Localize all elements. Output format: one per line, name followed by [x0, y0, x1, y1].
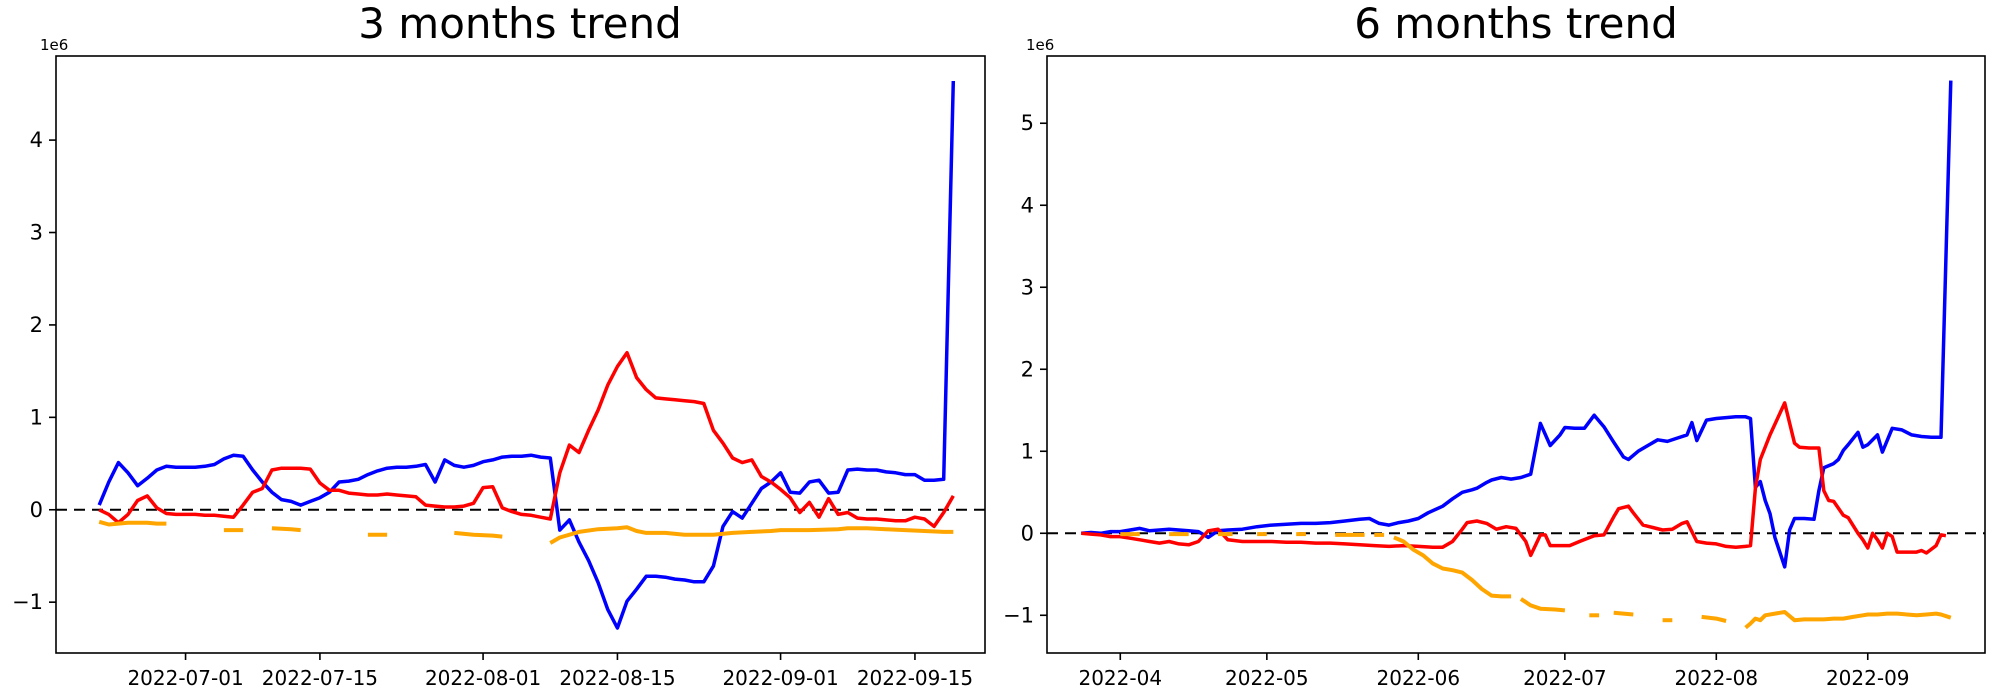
series-orange-line-seg13 — [1744, 610, 1952, 630]
x-tick-label: 2022-07 — [1523, 666, 1607, 690]
series-red-line — [1081, 401, 1947, 558]
x-tick-label: 2022-08 — [1675, 666, 1759, 690]
series-orange-line-seg7 — [1393, 535, 1512, 599]
y-tick-label: 5 — [1021, 111, 1034, 135]
axes-spines — [55, 55, 986, 654]
series-blue-line — [1081, 80, 1953, 569]
axes-spines — [1046, 55, 1986, 654]
x-tick-label: 2022-08-15 — [559, 666, 675, 690]
y-tick-label: −1 — [12, 590, 43, 614]
chart-1: 2022-04 2022-05 2022-06 2022-07 2022-08 2022-… — [1003, 55, 1986, 690]
x-tick-label: 2022-05 — [1225, 666, 1309, 690]
x-tick-label: 2022-09-01 — [722, 666, 838, 690]
x-tick-label: 2022-07-01 — [127, 666, 243, 690]
y-tick-label: 3 — [1021, 275, 1034, 299]
series-orange-line-seg5 — [549, 525, 954, 545]
x-tick-label: 2022-07-15 — [262, 666, 378, 690]
y-tick-label: 4 — [30, 128, 43, 152]
y-axis-offset-label-right: 1e6 — [1026, 36, 1055, 54]
y-tick-label: −1 — [1003, 603, 1034, 627]
x-tick-label: 2022-09-15 — [857, 666, 973, 690]
y-tick-label: 0 — [30, 498, 43, 522]
x-tick-label: 2022-08-01 — [425, 666, 541, 690]
y-tick-label: 3 — [30, 221, 43, 245]
y-tick-label: 4 — [1021, 193, 1034, 217]
y-axis-offset-label-left: 1e6 — [40, 36, 69, 54]
x-tick-label: 2022-09 — [1826, 666, 1910, 690]
series-blue-line — [97, 80, 956, 630]
x-tick-label: 2022-04 — [1078, 666, 1162, 690]
y-tick-label: 2 — [1021, 357, 1034, 381]
series-orange-line-seg4 — [454, 530, 503, 539]
y-tick-label: 1 — [30, 405, 43, 429]
series-red-line — [98, 350, 955, 529]
series-orange-line-seg12 — [1701, 614, 1727, 623]
y-tick-label: 1 — [1021, 439, 1034, 463]
series-orange-line-seg8 — [1519, 597, 1566, 613]
y-tick-label: 0 — [1021, 521, 1034, 545]
chart-title-3-months: 3 months trend — [358, 0, 682, 48]
series-orange-line-seg2 — [271, 526, 301, 533]
x-tick-label: 2022-06 — [1377, 666, 1461, 690]
series-orange-line-seg10 — [1613, 610, 1634, 617]
series-orange-line-seg0 — [98, 519, 167, 527]
chart-0: 2022-07-01 2022-07-15 2022-08-01 2022-08-15… — [12, 55, 986, 690]
y-tick-label: 2 — [30, 313, 43, 337]
chart-title-6-months: 6 months trend — [1354, 0, 1678, 48]
